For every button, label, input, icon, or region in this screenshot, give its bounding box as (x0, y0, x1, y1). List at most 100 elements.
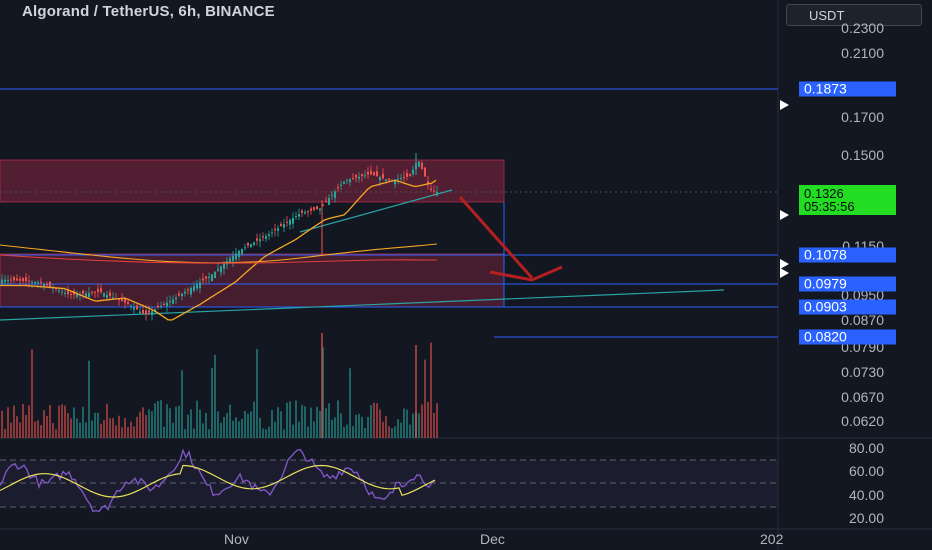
volume-bar (292, 424, 294, 438)
current-price: 0.1326 (804, 186, 844, 201)
candle-body (82, 290, 84, 294)
candle-body (85, 293, 87, 298)
volume-bar (169, 408, 171, 438)
volume-bar (10, 422, 12, 438)
candle-body (46, 283, 48, 286)
volume-bar (172, 422, 174, 438)
candle-body (259, 239, 261, 242)
volume-bar (91, 420, 93, 438)
volume-bar (289, 401, 291, 438)
volume-bar (355, 414, 357, 438)
level-tag: 0.1078 (799, 247, 896, 263)
candle-body (49, 281, 51, 287)
candle-body (277, 228, 279, 231)
candle-body (361, 174, 363, 177)
candle-body (322, 204, 324, 206)
moving-average-mid (0, 243, 438, 264)
candle-body (376, 171, 378, 177)
candle-body (352, 178, 354, 180)
level-tag: 0.0979 (799, 276, 896, 292)
currency-selector-button[interactable]: USDT (786, 4, 922, 26)
volume-bar (268, 426, 270, 438)
axis-marker (780, 100, 789, 110)
volume-bar (409, 424, 411, 438)
level-tag: 0.0820 (799, 329, 896, 345)
volume-bar (118, 415, 120, 438)
candle-body (379, 177, 381, 181)
candle-body (286, 221, 288, 223)
volume-bar (220, 422, 222, 438)
candle-body (397, 178, 399, 180)
volume-bar (160, 400, 162, 438)
candle-body (232, 255, 234, 262)
candle-body (343, 181, 345, 184)
candle-body (58, 290, 60, 292)
candle-body (385, 179, 387, 182)
rsi-moving-average (0, 464, 436, 498)
candle-body (157, 305, 159, 308)
volume-bar (406, 409, 408, 438)
volume-bar (310, 407, 312, 438)
volume-bar (382, 421, 384, 438)
volume-bar (1, 410, 3, 438)
candle-body (199, 282, 201, 289)
volume-bar (136, 416, 138, 438)
candle-body (262, 236, 264, 238)
candle-body (367, 171, 369, 175)
candle-body (292, 217, 294, 224)
volume-bar (46, 415, 48, 438)
candle-body (175, 297, 177, 300)
volume-bar (88, 360, 90, 438)
volume-bar (121, 427, 123, 438)
candle-body (172, 299, 174, 304)
candle-body (1, 279, 3, 284)
currency-label: USDT (809, 8, 845, 23)
candle-body (127, 302, 129, 304)
price-tick: 0.1700 (841, 109, 884, 125)
candle-body (202, 278, 204, 281)
volume-bar (379, 409, 381, 438)
candle-body (67, 289, 69, 295)
volume-bar (235, 417, 237, 438)
volume-bar (352, 426, 354, 438)
candle-body (388, 178, 390, 181)
candle-body (283, 224, 285, 228)
volume-bar (397, 419, 399, 438)
candle-body (244, 247, 246, 249)
volume-bar (418, 413, 420, 438)
volume-bar (367, 416, 369, 438)
candle-body (40, 281, 42, 283)
volume-bar (103, 419, 105, 438)
candle-body (118, 298, 120, 300)
volume-bar (211, 368, 213, 438)
volume-bar (304, 406, 306, 438)
moving-average-fast (0, 179, 437, 321)
volume-bar (427, 401, 429, 438)
volume-bar (385, 416, 387, 438)
candle-body (148, 310, 150, 313)
volume-bar (31, 349, 33, 438)
volume-bar (100, 423, 102, 438)
candle-body (316, 206, 318, 210)
volume-bar (163, 426, 165, 438)
current-price-tag: 0.1326 05:35:56 (799, 185, 896, 215)
volume-bar (433, 412, 435, 438)
candle-body (409, 174, 411, 177)
volume-bar (262, 428, 264, 438)
volume-bar (154, 403, 156, 438)
volume-bar (25, 415, 27, 438)
volume-bar (49, 405, 51, 438)
short-trendline (299, 189, 453, 233)
volume-bar (7, 407, 9, 438)
volume-bar (37, 420, 39, 438)
volume-bar (229, 404, 231, 438)
candle-body (193, 286, 195, 291)
price-tick: 0.0620 (841, 413, 884, 429)
volume-bar (307, 426, 309, 438)
candle-body (307, 211, 309, 213)
volume-bar (43, 410, 45, 438)
candle-body (370, 170, 372, 175)
candle-body (310, 208, 312, 211)
